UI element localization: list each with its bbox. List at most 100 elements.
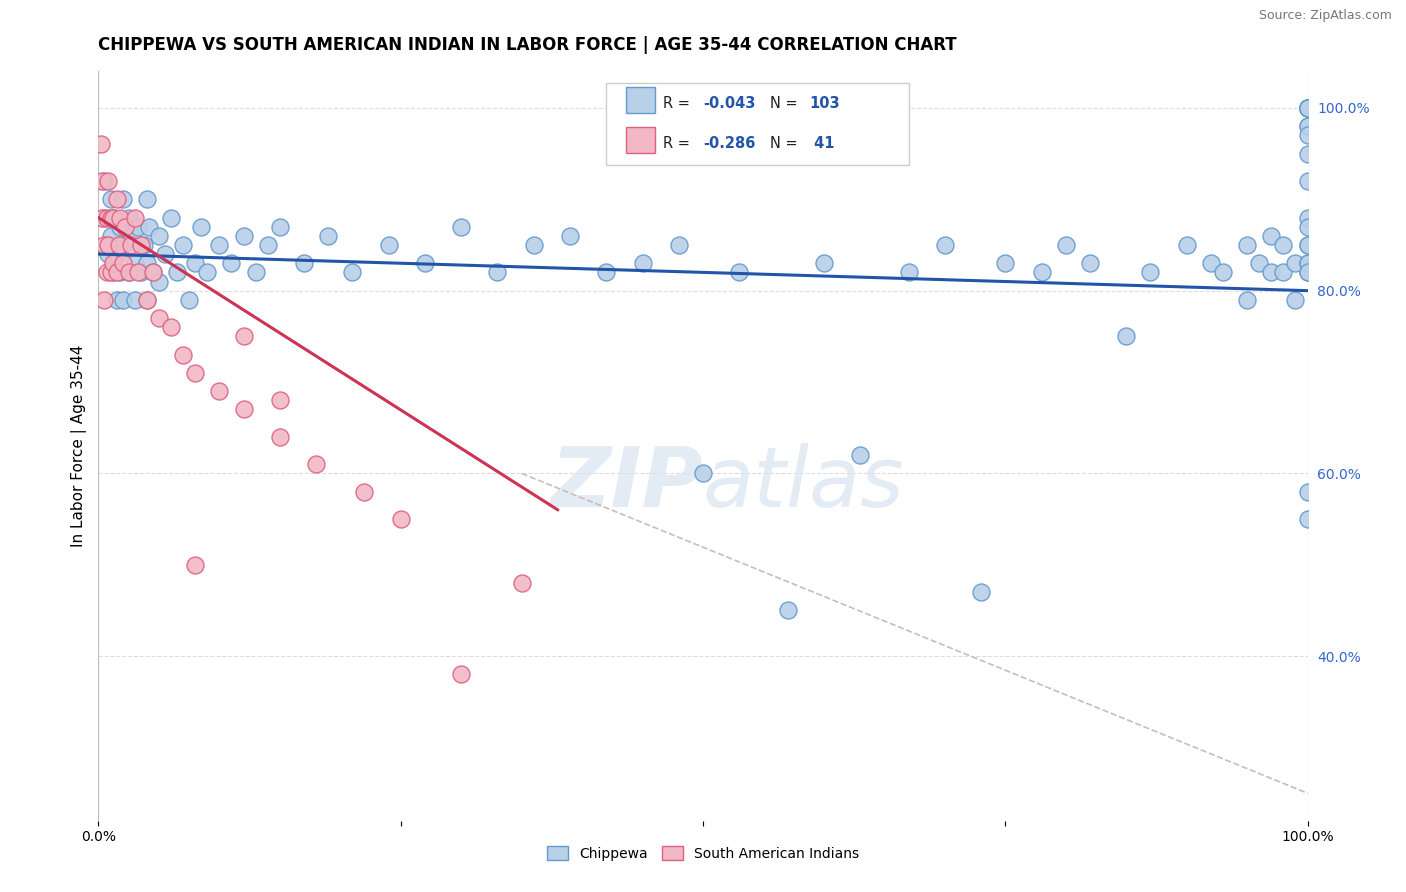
Point <box>160 211 183 225</box>
FancyBboxPatch shape <box>626 87 655 113</box>
Point <box>121 228 143 243</box>
Point <box>232 228 254 243</box>
Point <box>100 211 122 225</box>
Point <box>1296 238 1319 252</box>
Point <box>1236 293 1258 307</box>
Point <box>124 293 146 307</box>
Y-axis label: In Labor Force | Age 35-44: In Labor Force | Age 35-44 <box>72 345 87 547</box>
Point <box>96 265 118 279</box>
Point <box>172 348 194 362</box>
Point <box>135 256 157 270</box>
Text: R =: R = <box>664 136 695 151</box>
Point <box>1272 265 1295 279</box>
Text: N =: N = <box>769 136 801 151</box>
Text: ZIP: ZIP <box>550 443 703 524</box>
Point <box>1296 146 1319 161</box>
Point <box>245 265 267 279</box>
Point <box>1175 238 1198 252</box>
Point <box>108 265 131 279</box>
Point <box>269 393 291 408</box>
Point <box>377 238 399 252</box>
Point <box>135 293 157 307</box>
Point <box>101 265 124 279</box>
Point <box>91 211 114 225</box>
Point <box>1284 256 1306 270</box>
Point <box>668 238 690 252</box>
Point <box>111 238 134 252</box>
Point <box>148 311 170 326</box>
Point <box>1236 238 1258 252</box>
Text: 41: 41 <box>810 136 835 151</box>
Point <box>1296 512 1319 526</box>
Point <box>1296 256 1319 270</box>
Point <box>129 265 152 279</box>
Text: 103: 103 <box>810 96 839 112</box>
Point <box>232 329 254 343</box>
Point <box>1260 265 1282 279</box>
Point <box>153 247 176 261</box>
Point <box>97 247 120 261</box>
Point <box>813 256 835 270</box>
Point <box>105 192 128 206</box>
Point <box>269 430 291 444</box>
Point <box>100 192 122 206</box>
Point <box>1249 256 1271 270</box>
Point <box>111 192 134 206</box>
Point <box>134 238 156 252</box>
Point <box>221 256 243 270</box>
Text: N =: N = <box>769 96 801 112</box>
Point <box>1139 265 1161 279</box>
Point <box>305 457 328 471</box>
Point <box>631 256 654 270</box>
Point <box>195 265 218 279</box>
Point <box>91 174 114 188</box>
FancyBboxPatch shape <box>626 127 655 153</box>
Point <box>353 484 375 499</box>
Point <box>148 228 170 243</box>
Point <box>120 238 142 252</box>
Point <box>184 256 207 270</box>
FancyBboxPatch shape <box>606 83 908 165</box>
Point <box>232 402 254 417</box>
Point <box>1296 101 1319 115</box>
Point <box>1296 101 1319 115</box>
Point <box>1284 293 1306 307</box>
Point <box>934 238 956 252</box>
Point <box>93 293 115 307</box>
Point <box>208 384 231 399</box>
Point <box>184 366 207 380</box>
Point <box>1296 238 1319 252</box>
Point <box>148 275 170 289</box>
Text: -0.043: -0.043 <box>703 96 755 112</box>
Point <box>413 256 436 270</box>
Point <box>558 228 581 243</box>
Point <box>114 219 136 234</box>
Point <box>190 219 212 234</box>
Point <box>1296 128 1319 143</box>
Point <box>100 265 122 279</box>
Point <box>1078 256 1101 270</box>
Point <box>103 211 125 225</box>
Point <box>970 585 993 599</box>
Point <box>97 238 120 252</box>
Point <box>1296 101 1319 115</box>
Point <box>1272 238 1295 252</box>
Point <box>1260 228 1282 243</box>
Point <box>90 137 112 152</box>
Point <box>101 211 124 225</box>
Point <box>105 293 128 307</box>
Point <box>1296 119 1319 133</box>
Point <box>105 265 128 279</box>
Point <box>1296 219 1319 234</box>
Point <box>124 211 146 225</box>
Text: atlas: atlas <box>703 443 904 524</box>
Point <box>1296 211 1319 225</box>
Point <box>269 219 291 234</box>
Point <box>1212 265 1234 279</box>
Point <box>1296 265 1319 279</box>
Point <box>1296 101 1319 115</box>
Point <box>1296 119 1319 133</box>
Point <box>179 293 201 307</box>
Point <box>510 576 533 591</box>
Point <box>208 238 231 252</box>
